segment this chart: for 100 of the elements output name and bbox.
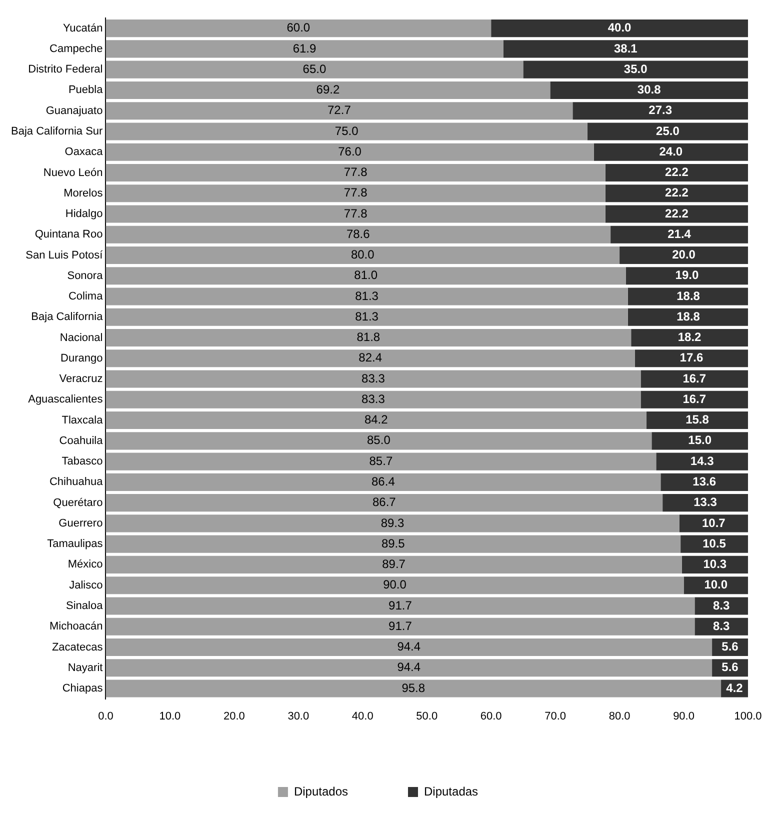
data-label: 81.0 xyxy=(354,268,378,282)
data-label: 10.3 xyxy=(703,557,727,572)
y-tick-label: Durango xyxy=(60,352,103,364)
data-label: 16.7 xyxy=(682,371,706,386)
data-label: 61.9 xyxy=(292,41,316,56)
data-label: 20.0 xyxy=(672,248,696,262)
y-tick-label: Veracruz xyxy=(59,373,103,386)
data-label: 91.7 xyxy=(388,618,412,633)
data-label: 15.0 xyxy=(688,433,712,448)
data-label: 22.2 xyxy=(665,165,689,180)
y-tick-label: Colima xyxy=(68,290,104,303)
data-label: 13.6 xyxy=(692,474,716,488)
y-tick-label: Michoacán xyxy=(50,620,103,633)
y-tick-label: Yucatán xyxy=(62,22,103,34)
data-label: 83.3 xyxy=(362,392,386,406)
y-tick-label: Puebla xyxy=(68,84,104,96)
y-tick-label: Hidalgo xyxy=(65,208,103,220)
data-label: 19.0 xyxy=(675,268,699,282)
x-tick-label: 70.0 xyxy=(544,710,566,722)
y-tick-label: Aguascalientes xyxy=(28,394,104,406)
x-tick-label: 10.0 xyxy=(159,710,181,722)
data-label: 5.6 xyxy=(722,660,739,674)
y-tick-label: Campeche xyxy=(50,42,103,55)
y-tick-label: Jalisco xyxy=(69,579,103,592)
data-label: 18.8 xyxy=(676,288,700,303)
legend-label: Diputados xyxy=(294,784,348,798)
y-tick-label: Guerrero xyxy=(58,517,103,530)
x-tick-label: 80.0 xyxy=(608,710,630,722)
data-label: 22.2 xyxy=(665,206,689,220)
y-tick-label: Distrito Federal xyxy=(28,64,103,76)
data-label: 22.2 xyxy=(665,186,689,200)
y-tick-label: Nayarit xyxy=(68,662,103,674)
data-label: 85.0 xyxy=(367,433,391,448)
y-tick-label: Tabasco xyxy=(62,456,103,468)
x-tick-label: 40.0 xyxy=(352,710,374,722)
data-label: 10.0 xyxy=(704,578,728,592)
data-label: 60.0 xyxy=(286,20,310,35)
data-label: 95.8 xyxy=(402,680,426,695)
y-tick-label: San Luis Potosí xyxy=(26,249,104,262)
data-label: 17.6 xyxy=(680,350,704,365)
data-label: 21.4 xyxy=(668,226,692,241)
y-tick-label: Baja California Sur xyxy=(10,126,104,138)
y-tick-label: Quintana Roo xyxy=(34,228,103,241)
data-label: 94.4 xyxy=(397,660,421,674)
legend-label: Diputadas xyxy=(424,784,478,798)
data-label: 30.8 xyxy=(637,82,662,97)
x-tick-label: 60.0 xyxy=(480,710,502,722)
data-label: 83.3 xyxy=(362,371,386,386)
y-tick-label: Chihuahua xyxy=(49,476,104,488)
data-label: 90.0 xyxy=(383,578,407,592)
data-label: 78.6 xyxy=(346,226,370,241)
data-label: 89.3 xyxy=(380,516,404,530)
y-tick-label: Nuevo León xyxy=(43,166,103,179)
data-label: 65.0 xyxy=(302,62,326,76)
x-tick-label: 100.0 xyxy=(734,710,762,722)
data-label: 4.2 xyxy=(726,680,744,695)
y-tick-label: Chiapas xyxy=(62,682,104,695)
data-label: 77.8 xyxy=(344,206,368,220)
data-label: 10.5 xyxy=(702,536,726,550)
data-label: 13.3 xyxy=(694,495,718,510)
data-label: 69.2 xyxy=(316,82,340,97)
data-label: 81.8 xyxy=(356,330,380,344)
data-label: 80.0 xyxy=(350,248,375,262)
data-label: 38.1 xyxy=(614,41,638,56)
y-tick-label: Baja California xyxy=(31,311,104,324)
y-tick-label: Querétaro xyxy=(53,496,103,509)
data-label: 72.7 xyxy=(328,103,352,118)
data-label: 89.5 xyxy=(381,536,406,550)
data-label: 84.2 xyxy=(364,412,388,427)
data-label: 5.6 xyxy=(722,640,739,654)
data-label: 75.0 xyxy=(334,124,359,138)
data-label: 77.8 xyxy=(344,186,368,200)
data-label: 77.8 xyxy=(344,165,368,180)
y-tick-label: Coahuila xyxy=(59,434,104,447)
y-tick-label: Guanajuato xyxy=(46,104,103,117)
data-label: 15.8 xyxy=(686,412,710,427)
data-label: 86.4 xyxy=(372,474,396,488)
data-label: 27.3 xyxy=(648,103,672,118)
y-tick-label: Morelos xyxy=(64,187,104,200)
data-label: 18.2 xyxy=(678,330,702,344)
x-tick-label: 0.0 xyxy=(98,710,114,722)
x-tick-label: 20.0 xyxy=(223,710,245,722)
data-label: 76.0 xyxy=(338,144,362,158)
data-label: 8.3 xyxy=(713,598,730,612)
x-tick-label: 30.0 xyxy=(288,710,310,722)
data-label: 35.0 xyxy=(624,62,648,76)
y-tick-label: Oaxaca xyxy=(64,146,104,158)
data-label: 91.7 xyxy=(388,598,412,612)
data-label: 16.7 xyxy=(682,392,706,406)
data-label: 14.3 xyxy=(690,454,714,468)
data-label: 24.0 xyxy=(659,144,683,158)
data-label: 25.0 xyxy=(656,124,680,138)
data-label: 40.0 xyxy=(608,20,632,35)
data-label: 18.8 xyxy=(676,309,700,324)
data-label: 85.7 xyxy=(369,454,393,468)
y-tick-label: México xyxy=(68,558,103,571)
x-tick-label: 90.0 xyxy=(673,710,694,722)
y-tick-label: Sinaloa xyxy=(66,600,104,612)
data-label: 81.3 xyxy=(355,288,379,303)
data-label: 82.4 xyxy=(358,350,382,365)
